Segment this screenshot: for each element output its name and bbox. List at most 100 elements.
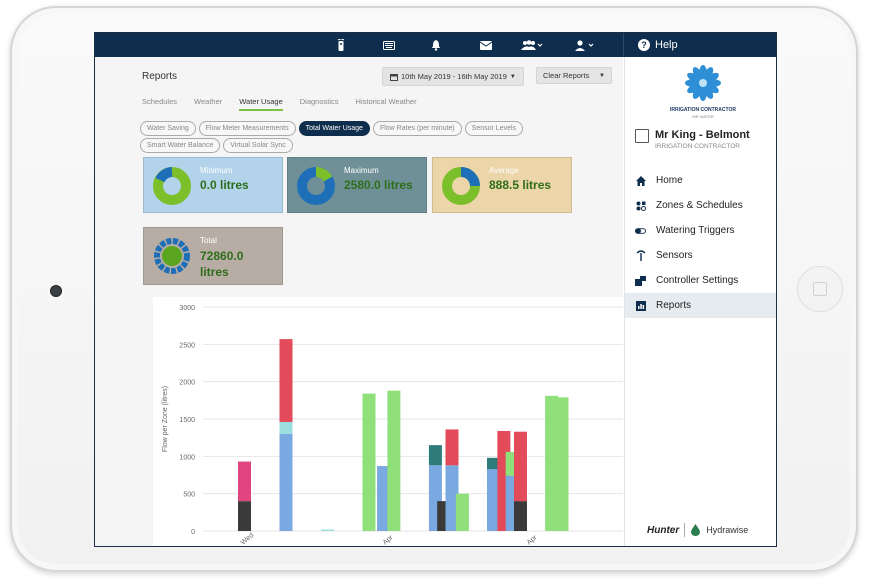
stat-minimum: Minimum 0.0 litres	[143, 157, 283, 213]
chart-bar-segment	[321, 529, 334, 531]
chart-bar-segment	[487, 469, 500, 531]
chart-bar-segment	[487, 457, 500, 470]
topbar-divider	[623, 33, 624, 57]
sidebar-item-sensors[interactable]: Sensors	[625, 243, 776, 268]
tab-diagnostics[interactable]: Diagnostics	[299, 97, 339, 106]
sidebar-item-label: Reports	[656, 300, 692, 311]
users-icon[interactable]	[521, 37, 543, 53]
help-button[interactable]: ? Help	[638, 33, 678, 57]
brand-divider	[684, 523, 686, 537]
stat-label: Average	[489, 166, 519, 175]
contractor-logo: IRRIGATION CONTRACTOR MR WATER	[663, 63, 743, 121]
pill-smart-water-balance[interactable]: Smart Water Balance	[140, 138, 221, 153]
help-icon: ?	[638, 39, 650, 51]
y-tick-label: 500	[183, 492, 195, 499]
chart-bar-segment	[279, 433, 293, 531]
chart-bar-segment	[513, 501, 527, 531]
chart-bar-segment	[445, 465, 459, 531]
chart-bar-segment	[238, 461, 251, 502]
antenna-icon	[635, 250, 646, 261]
sidebar: IRRIGATION CONTRACTOR MR WATER Mr King -…	[624, 57, 776, 546]
sidebar-item-watering-triggers[interactable]: Watering Triggers	[625, 218, 776, 243]
x-tick-label: Wed	[240, 532, 256, 547]
flower-logo-icon	[685, 65, 721, 101]
tab-weather[interactable]: Weather	[194, 97, 223, 106]
chart-bar-segment	[445, 429, 459, 466]
flow-chart-svg: 0 500 1000 1500 2000 2500 3000 Flow per Zone (l…	[162, 305, 623, 547]
mail-icon[interactable]	[480, 37, 492, 53]
toggle-icon	[635, 225, 646, 236]
tab-schedules[interactable]: Schedules	[142, 97, 178, 106]
pill-water-saving[interactable]: Water Saving	[140, 121, 196, 136]
pill-flow-rates[interactable]: Flow Rates (per minute)	[372, 121, 462, 136]
chart-bar-segment	[387, 390, 401, 531]
tab-historical-weather[interactable]: Historical Weather	[355, 97, 417, 106]
chart-bar-segment	[362, 393, 376, 531]
stat-label: Maximum	[344, 166, 379, 175]
hunter-logo: Hunter	[647, 524, 680, 536]
sidebar-item-label: Home	[656, 175, 683, 186]
stat-value: 72860.0 litres	[200, 249, 244, 279]
x-tick-label: Apr	[382, 534, 395, 547]
bell-icon[interactable]	[431, 37, 441, 53]
donut-icon	[153, 167, 191, 205]
x-tick-label: Apr	[526, 534, 539, 547]
y-axis-label: Flow per Zone (litres)	[162, 386, 169, 452]
donut-icon	[297, 167, 335, 205]
app-screen: ? Help Reports 10th May 2019 - 16th May …	[94, 32, 777, 547]
pill-flow-meter[interactable]: Flow Meter Measurements	[198, 121, 296, 136]
donut-icon	[442, 167, 480, 205]
sidebar-item-zones[interactable]: Zones & Schedules	[625, 193, 776, 218]
clear-reports-button[interactable]: Clear Reports ▼	[536, 67, 612, 84]
pill-total-water-usage[interactable]: Total Water Usage	[298, 121, 370, 136]
user-icon[interactable]	[575, 37, 597, 53]
stat-average: Average 888.5 litres	[432, 157, 572, 213]
sidebar-item-label: Zones & Schedules	[656, 200, 743, 211]
sidebar-item-label: Sensors	[656, 250, 693, 261]
pill-virtual-solar-sync[interactable]: Virtual Solar Sync	[223, 138, 293, 153]
keyboard-icon[interactable]	[383, 37, 395, 53]
sidebar-item-reports[interactable]: Reports	[625, 293, 776, 318]
reports-icon	[635, 300, 646, 311]
chart-bar-segment	[455, 493, 469, 531]
clear-reports-label: Clear Reports	[543, 71, 590, 80]
zones-icon	[635, 200, 646, 211]
sidebar-item-controller-settings[interactable]: Controller Settings	[625, 268, 776, 293]
sidebar-item-label: Watering Triggers	[656, 225, 735, 236]
help-label: Help	[655, 39, 678, 51]
tab-water-usage[interactable]: Water Usage	[239, 97, 283, 111]
user-name[interactable]: Mr King - Belmont	[655, 129, 750, 141]
stat-value: 888.5 litres	[489, 178, 552, 192]
y-tick-label: 0	[191, 529, 195, 536]
hydrawise-logo: Hydrawise	[706, 525, 749, 535]
hydrawise-drop-icon	[691, 524, 701, 536]
y-tick-label: 1500	[179, 417, 195, 424]
sidebar-nav: Home Zones & Schedules Watering Triggers…	[625, 168, 776, 318]
caret-down-icon: ▼	[509, 73, 516, 80]
stat-maximum: Maximum 2580.0 litres	[287, 157, 427, 213]
remote-icon[interactable]	[337, 37, 345, 53]
controller-card-icon	[635, 129, 649, 143]
chart-bar-segment	[555, 397, 569, 531]
chart-bar-segment	[513, 431, 527, 502]
chart-bar-segment	[377, 466, 391, 531]
stat-value: 2580.0 litres	[344, 178, 413, 192]
date-range-label: 10th May 2019 - 16th May 2019	[401, 72, 507, 81]
chart-bar-segment	[279, 339, 293, 422]
donut-icon	[154, 238, 190, 274]
date-range-button[interactable]: 10th May 2019 - 16th May 2019 ▼	[382, 67, 524, 86]
stat-value: 0.0 litres	[200, 178, 249, 192]
top-bar: ? Help	[95, 33, 776, 57]
caret-down-icon: ▼	[599, 72, 605, 79]
chart-bar-segment	[428, 445, 442, 466]
report-type-pills: Water Saving Flow Meter Measurements Tot…	[140, 121, 570, 153]
brand-footer: Hunter Hydrawise	[647, 523, 748, 537]
flow-chart: 0 500 1000 1500 2000 2500 3000 Flow per Zone (l…	[153, 297, 623, 547]
pill-sensor-levels[interactable]: Sensor Levels	[464, 121, 524, 136]
sidebar-item-home[interactable]: Home	[625, 168, 776, 193]
chart-bar-segment	[545, 395, 559, 531]
stat-total: Total 72860.0 litres	[143, 227, 283, 285]
main-content: Reports 10th May 2019 - 16th May 2019 ▼ …	[95, 57, 623, 547]
chart-bar-segment	[238, 501, 251, 531]
home-button[interactable]	[797, 266, 843, 312]
